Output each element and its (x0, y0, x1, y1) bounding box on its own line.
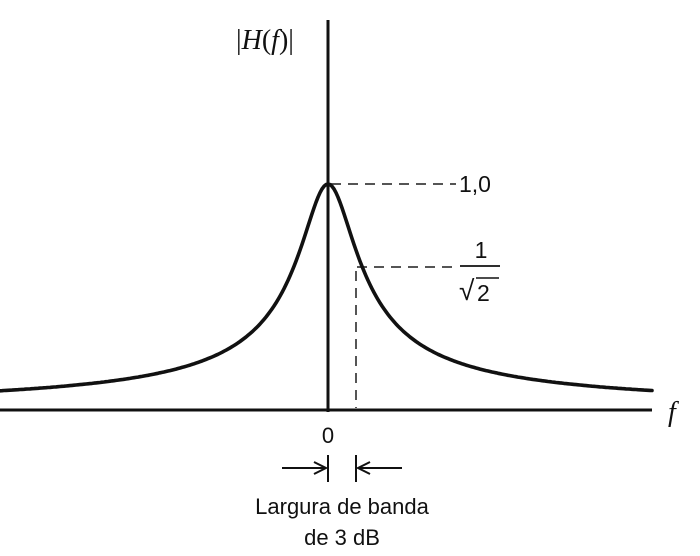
radical-sign: √ (459, 275, 475, 306)
y-axis-label: |H(f)| (236, 25, 294, 56)
bandwidth-label-line1: Largura de banda (255, 494, 429, 519)
response-curve (0, 182, 654, 393)
bandwidth-arrowhead-left (313, 461, 329, 475)
origin-label: 0 (322, 423, 334, 448)
bandwidth-arrowhead-right (355, 461, 371, 475)
half-power-numerator: 1 (475, 237, 488, 263)
half-power-label: 1 √ 2 (459, 237, 500, 306)
peak-label: 1,0 (459, 171, 491, 197)
bandwidth-label-line2: de 3 dB (304, 525, 380, 550)
x-axis-label: f (668, 397, 679, 428)
bandwidth-marker (282, 455, 402, 482)
half-power-radicand: 2 (477, 280, 490, 306)
